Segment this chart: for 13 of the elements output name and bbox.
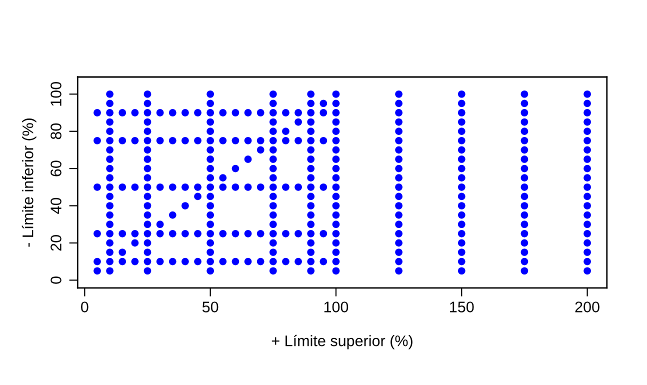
x-tick-label: 200 xyxy=(575,302,600,312)
x-tick-label: 50 xyxy=(202,302,218,312)
x-tick-label: 0 xyxy=(81,302,88,312)
y-tick-label: 40 xyxy=(50,198,62,214)
y-tick-label: 20 xyxy=(50,235,62,251)
y-tick-label: 80 xyxy=(50,123,62,140)
y-tick-label: 100 xyxy=(50,82,62,106)
y-tick-label: 60 xyxy=(50,160,62,176)
y-axis-title: - Límite inferior (%) xyxy=(22,118,36,247)
x-tick-label: 150 xyxy=(450,302,474,312)
x-tick-label: 100 xyxy=(324,302,348,312)
x-axis-title: + Límite superior (%) xyxy=(272,334,412,350)
y-tick-label: 0 xyxy=(50,276,62,284)
